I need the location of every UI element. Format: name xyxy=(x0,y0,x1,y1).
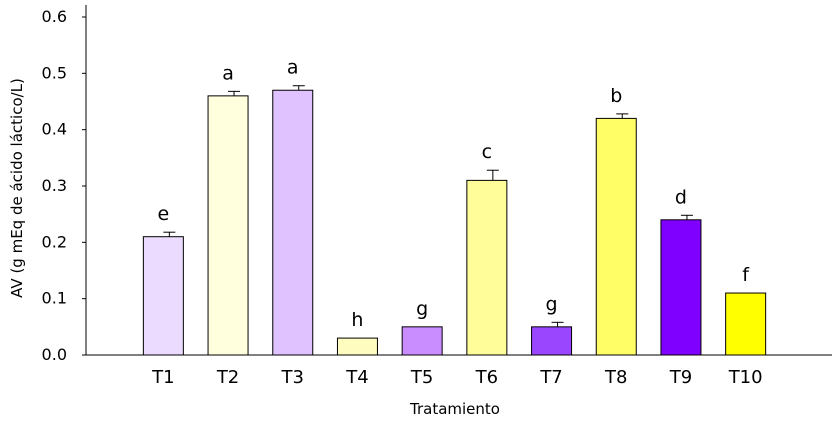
y-tick-label: 0.1 xyxy=(42,289,67,308)
significance-letter-t6: c xyxy=(482,141,492,163)
y-tick-label: 0.2 xyxy=(42,232,67,251)
bar-t2 xyxy=(207,95,249,356)
significance-letter-t4: h xyxy=(351,309,363,331)
x-tick-label-t9: T9 xyxy=(669,367,692,388)
y-tick-label: 0.4 xyxy=(42,120,67,139)
significance-letter-t3: a xyxy=(287,57,299,79)
y-tick-label: 0.3 xyxy=(42,176,67,195)
significance-letter-t2: a xyxy=(222,62,234,84)
y-axis-title: AV (g mEq de ácido láctico/L) xyxy=(8,78,26,298)
bar-t5 xyxy=(401,326,443,356)
y-tick-label: 0.0 xyxy=(42,345,67,364)
x-tick-label-t8: T8 xyxy=(604,367,627,388)
bar-t9 xyxy=(660,219,702,356)
x-tick-label-t6: T6 xyxy=(475,367,498,388)
bar-t4 xyxy=(336,337,378,356)
labels: T1 e T2 a T3 a T4 h T5 g T6 c T7 g T8 b T9 d T10 f xyxy=(151,57,762,388)
bar-t6 xyxy=(466,179,508,356)
y-tick-label: 0.5 xyxy=(42,63,67,82)
significance-letter-t7: g xyxy=(546,293,558,315)
significance-letter-t10: f xyxy=(742,264,750,286)
bar-t10 xyxy=(725,292,767,356)
bars xyxy=(142,85,767,356)
x-tick-label-t1: T1 xyxy=(151,367,174,388)
bar-t7 xyxy=(531,326,573,356)
significance-letter-t1: e xyxy=(157,203,169,225)
bar-t1 xyxy=(142,236,184,356)
x-tick-label-t5: T5 xyxy=(410,367,433,388)
bar-t3 xyxy=(272,89,314,356)
y-tick-label: 0.6 xyxy=(42,7,67,26)
significance-letter-t9: d xyxy=(675,186,687,208)
x-tick-label-t2: T2 xyxy=(216,367,239,388)
x-tick-label-t7: T7 xyxy=(539,367,562,388)
significance-letter-t5: g xyxy=(416,298,428,320)
x-tick-label-t10: T10 xyxy=(728,367,763,388)
x-tick-label-t4: T4 xyxy=(345,367,368,388)
significance-letter-t8: b xyxy=(610,85,622,107)
x-axis-title: Tratamiento xyxy=(409,400,500,418)
bar-t8 xyxy=(595,117,637,356)
x-tick-label-t3: T3 xyxy=(281,367,304,388)
